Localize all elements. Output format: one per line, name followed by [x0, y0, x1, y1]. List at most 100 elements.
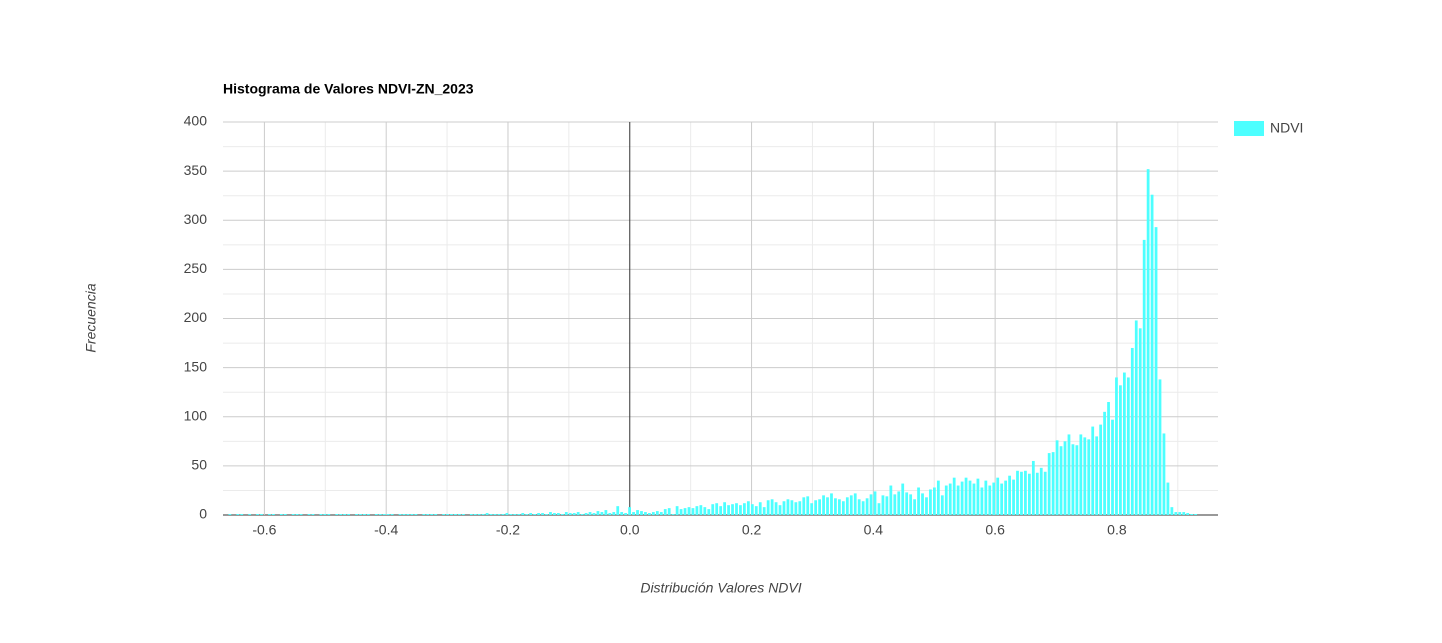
- bar: [1055, 440, 1059, 515]
- bar: [572, 513, 576, 515]
- bar: [972, 483, 976, 515]
- bar: [770, 499, 774, 515]
- bar: [877, 503, 881, 515]
- y-tick-label: 200: [184, 309, 208, 325]
- bar: [529, 513, 533, 515]
- bar: [363, 514, 366, 515]
- x-tick-label: -0.2: [496, 522, 520, 538]
- bar: [525, 514, 529, 515]
- bar: [1162, 433, 1166, 515]
- bar: [754, 506, 758, 515]
- bar: [960, 481, 964, 515]
- bar: [834, 498, 837, 515]
- bar: [485, 513, 489, 515]
- bar: [659, 512, 663, 515]
- bar: [1095, 436, 1099, 515]
- bar: [1004, 480, 1008, 515]
- x-axis-label: Distribución Valores NDVI: [640, 580, 801, 596]
- bar: [1016, 470, 1019, 515]
- y-tick-label: 150: [184, 358, 208, 374]
- bar: [976, 478, 980, 515]
- bar: [422, 514, 426, 515]
- bar: [628, 507, 632, 515]
- bar: [402, 514, 406, 515]
- bar: [1194, 514, 1198, 515]
- bar: [568, 513, 572, 515]
- bar: [762, 507, 766, 515]
- bar: [1091, 426, 1095, 515]
- bar: [279, 514, 283, 515]
- bar: [687, 507, 691, 515]
- bar: [268, 514, 271, 515]
- bar: [743, 503, 746, 515]
- bar: [913, 499, 916, 515]
- bar: [675, 506, 679, 515]
- bar: [283, 514, 287, 515]
- bar: [260, 514, 263, 515]
- bar: [580, 514, 584, 515]
- x-tick-label: 0.2: [742, 522, 762, 538]
- bar: [1008, 475, 1011, 515]
- bar: [778, 505, 782, 515]
- bar: [1182, 512, 1186, 515]
- bar: [295, 514, 299, 515]
- bar: [1031, 460, 1035, 515]
- bar: [236, 514, 240, 515]
- bar: [1174, 512, 1178, 515]
- bar: [929, 489, 932, 515]
- bar: [727, 505, 730, 515]
- bar: [936, 480, 940, 515]
- bar: [272, 514, 275, 515]
- bar: [497, 514, 501, 515]
- bar: [798, 501, 802, 515]
- bar: [343, 514, 347, 515]
- bar: [889, 485, 893, 515]
- y-tick-label: 250: [184, 260, 208, 276]
- bar: [996, 477, 1000, 515]
- bar: [758, 502, 762, 515]
- bar: [509, 514, 513, 515]
- bar: [442, 514, 445, 515]
- bar: [1071, 444, 1075, 515]
- bar: [537, 513, 540, 515]
- bar: [663, 509, 667, 515]
- bar: [620, 512, 624, 515]
- bar: [746, 501, 750, 515]
- bar: [782, 501, 786, 515]
- bar: [636, 510, 639, 515]
- bar: [469, 514, 473, 515]
- bar: [446, 514, 449, 515]
- bar: [434, 514, 438, 515]
- bar: [917, 487, 920, 515]
- bars: [228, 169, 1198, 515]
- bar: [671, 514, 675, 515]
- bar: [307, 514, 311, 515]
- bar: [501, 514, 505, 515]
- bar: [853, 493, 857, 515]
- bar: [766, 500, 770, 515]
- bar: [818, 499, 821, 515]
- bar: [838, 499, 841, 515]
- bar: [505, 513, 509, 515]
- bar: [648, 513, 651, 515]
- bar: [1083, 437, 1087, 515]
- bar: [1146, 169, 1150, 515]
- bar: [651, 512, 655, 515]
- bar: [248, 514, 252, 515]
- bar: [723, 502, 726, 515]
- bar: [1126, 377, 1130, 515]
- bar: [735, 503, 738, 515]
- bar: [1154, 227, 1158, 515]
- bar: [517, 514, 521, 515]
- bar: [794, 502, 798, 515]
- bar: [513, 514, 517, 515]
- bar: [905, 492, 909, 515]
- bar: [311, 514, 315, 515]
- bar: [980, 487, 984, 515]
- bar: [553, 513, 556, 515]
- bar: [1150, 194, 1154, 515]
- bar: [830, 493, 833, 515]
- bar: [869, 494, 873, 515]
- bar: [616, 506, 620, 515]
